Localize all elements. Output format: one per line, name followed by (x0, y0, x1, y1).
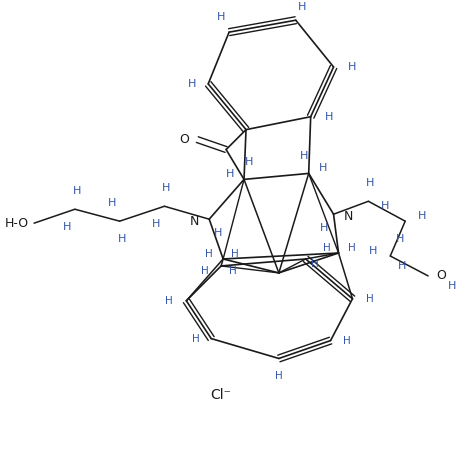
Text: H: H (381, 201, 389, 211)
Text: H: H (347, 62, 355, 72)
Text: H: H (214, 228, 222, 238)
Text: H: H (368, 246, 376, 256)
Text: H: H (62, 222, 71, 232)
Text: H: H (164, 296, 172, 306)
Text: H: H (324, 112, 332, 122)
Text: N: N (343, 210, 352, 223)
Text: H: H (366, 294, 373, 304)
Text: H: H (229, 266, 236, 276)
Text: H: H (348, 243, 355, 253)
Text: H: H (395, 234, 403, 244)
Text: H: H (162, 183, 170, 194)
Text: H: H (274, 371, 282, 382)
Text: H: H (201, 266, 209, 276)
Text: H: H (225, 169, 234, 180)
Text: H: H (73, 186, 81, 196)
Text: H: H (217, 12, 225, 22)
Text: H: H (191, 333, 199, 343)
Text: H: H (365, 178, 374, 189)
Text: H: H (107, 198, 116, 208)
Text: H: H (230, 249, 238, 259)
Text: H: H (187, 79, 196, 89)
Text: Cl⁻: Cl⁻ (210, 388, 231, 402)
Text: H: H (322, 243, 330, 253)
Text: H: H (310, 259, 318, 269)
Text: H: H (244, 158, 252, 167)
Text: H: H (299, 152, 307, 162)
Text: H: H (447, 281, 455, 291)
Text: H: H (417, 211, 425, 221)
Text: O: O (435, 270, 445, 283)
Text: H: H (318, 163, 326, 173)
Text: H-O: H-O (5, 216, 29, 230)
Text: N: N (190, 215, 199, 228)
Text: H: H (205, 249, 213, 259)
Text: H: H (117, 234, 126, 244)
Text: H: H (342, 336, 349, 346)
Text: H: H (397, 261, 406, 271)
Text: O: O (179, 133, 189, 146)
Text: H: H (319, 223, 328, 233)
Text: H: H (297, 2, 305, 12)
Text: H: H (152, 219, 160, 229)
